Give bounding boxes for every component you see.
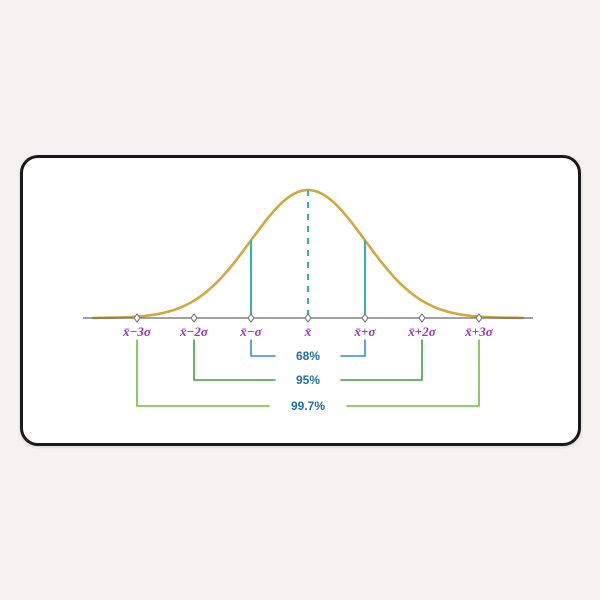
axis-tick-marker bbox=[305, 314, 311, 322]
stage: x̄−3σ x̄−2σ x̄−σ x̄ x̄+σ x̄+2σ x̄+3σ 68% 95% 99.7… bbox=[0, 0, 600, 600]
axis-tick-marker bbox=[419, 314, 425, 322]
normal-distribution-chart: x̄−3σ x̄−2σ x̄−σ x̄ x̄+σ x̄+2σ x̄+3σ 68% 95% 99.7… bbox=[23, 158, 578, 443]
axis-tick-label: x̄+3σ bbox=[464, 324, 493, 339]
axis-tick-marker bbox=[362, 314, 368, 322]
axis-tick-marker bbox=[191, 314, 197, 322]
axis-tick-label: x̄−2σ bbox=[179, 324, 209, 339]
axis-tick-label: x̄−3σ bbox=[122, 324, 152, 339]
percentage-label: 68% bbox=[295, 349, 319, 363]
percentage-label: 95% bbox=[295, 373, 319, 387]
range-bracket bbox=[137, 340, 269, 406]
percentage-label: 99.7% bbox=[290, 399, 324, 413]
range-bracket bbox=[341, 340, 365, 356]
range-bracket bbox=[251, 340, 275, 356]
axis-tick-label: x̄+2σ bbox=[407, 324, 436, 339]
axis-tick-label: x̄−σ bbox=[239, 324, 262, 339]
range-bracket bbox=[347, 340, 479, 406]
range-bracket bbox=[341, 340, 422, 380]
range-bracket bbox=[194, 340, 275, 380]
axis-tick-label: x̄+σ bbox=[353, 324, 376, 339]
desk-mat: x̄−3σ x̄−2σ x̄−σ x̄ x̄+σ x̄+2σ x̄+3σ 68% 95% 99.7… bbox=[20, 155, 581, 446]
axis-tick-marker bbox=[248, 314, 254, 322]
axis-tick-label: x̄ bbox=[303, 324, 311, 339]
